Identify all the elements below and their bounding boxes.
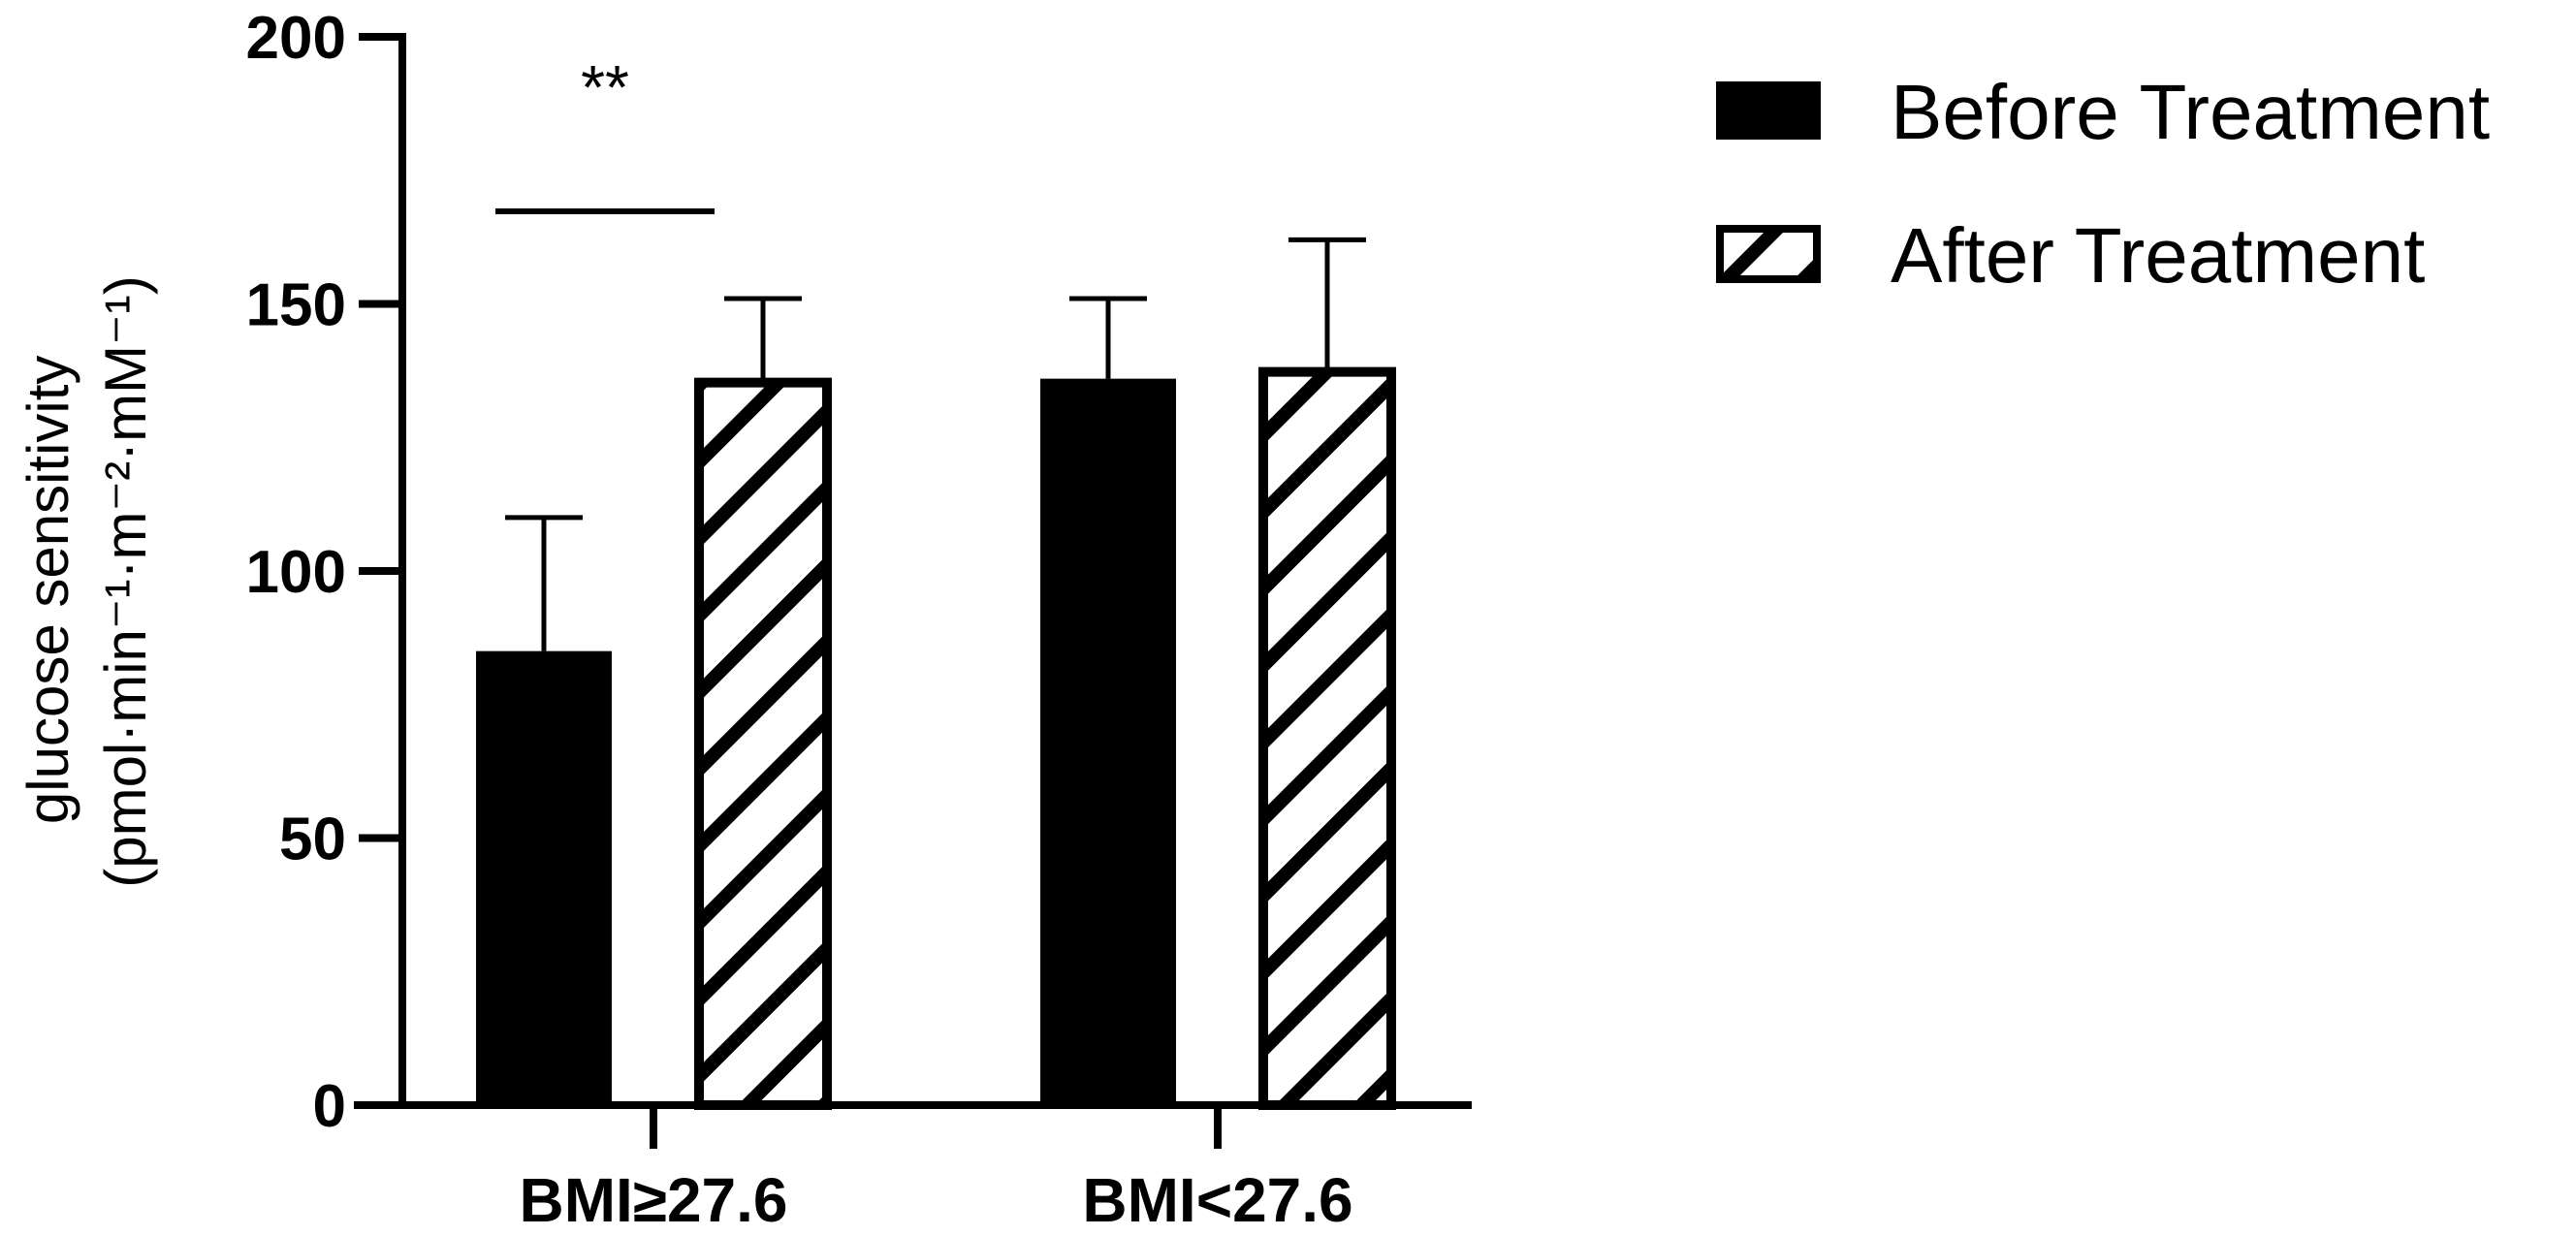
error-bar bbox=[1288, 237, 1366, 368]
legend-label-after: After Treatment bbox=[1891, 212, 2425, 299]
bar-after-1 bbox=[1258, 366, 1396, 1110]
x-category-label: BMI≥27.6 bbox=[520, 1165, 788, 1235]
error-bars bbox=[505, 237, 1366, 651]
y-axis-title-line2: (pmol·min⁻¹·m⁻²·mM⁻¹) bbox=[93, 275, 158, 888]
y-axis-title-line1: glucose sensitivity bbox=[16, 356, 80, 825]
legend: Before Treatment After Treatment bbox=[1716, 69, 2490, 299]
y-axis-title: glucose sensitivity (pmol·min⁻¹·m⁻²·mM⁻¹… bbox=[16, 275, 158, 888]
bar-after-0 bbox=[694, 377, 832, 1110]
error-bar bbox=[724, 296, 802, 379]
x-ticks: BMI≥27.6 BMI<27.6 bbox=[520, 1105, 1353, 1235]
y-tick-label: 200 bbox=[246, 5, 346, 72]
y-tick-label: 50 bbox=[279, 807, 346, 873]
y-tick-label: 0 bbox=[313, 1073, 346, 1140]
error-bar bbox=[505, 515, 583, 651]
bar-before-0 bbox=[476, 650, 612, 1105]
legend-swatch-after bbox=[1716, 225, 1821, 283]
y-ticks: 0 50 100 150 200 bbox=[246, 5, 402, 1140]
legend-label-before: Before Treatment bbox=[1891, 69, 2490, 155]
bars bbox=[476, 366, 1396, 1110]
significance-annotation: ** bbox=[495, 52, 715, 214]
significance-label: ** bbox=[581, 52, 629, 122]
bar-before-1 bbox=[1040, 378, 1176, 1105]
x-category-label: BMI<27.6 bbox=[1082, 1165, 1352, 1235]
legend-swatch-before bbox=[1716, 81, 1821, 140]
error-bar bbox=[1069, 296, 1147, 379]
y-tick-label: 150 bbox=[246, 272, 346, 339]
y-tick-label: 100 bbox=[246, 539, 346, 606]
